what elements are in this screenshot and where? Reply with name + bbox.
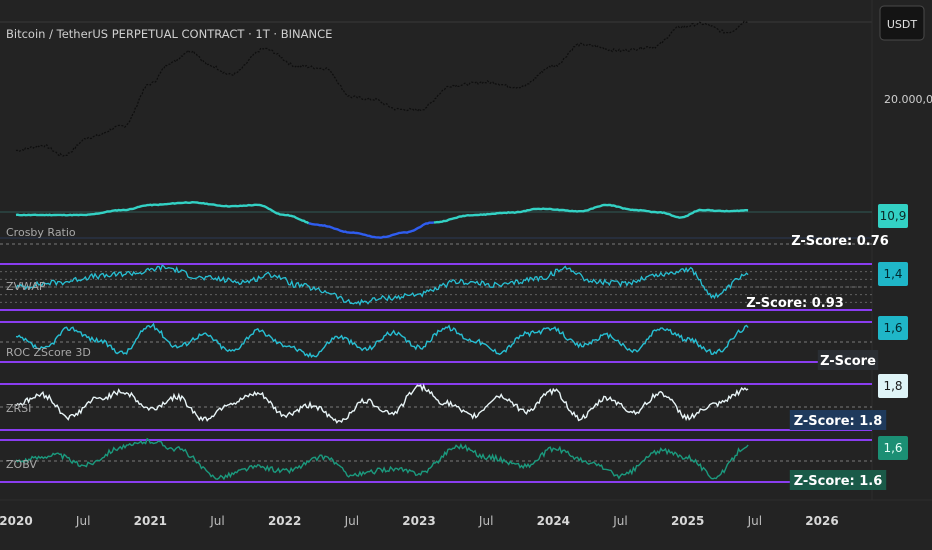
x-tick-label: 2020	[0, 514, 33, 528]
value-badge-bg	[878, 316, 908, 340]
value-badge: 1,6	[878, 316, 908, 340]
pane-label: ZVWAP	[6, 280, 46, 293]
zscore-annotation-text: Z-Score: 0.76	[791, 234, 889, 249]
pane-label: Crosby Ratio	[6, 226, 76, 239]
x-tick-label: 2022	[268, 514, 301, 528]
zscore-annotation: Z-Score: 0.76	[791, 234, 889, 249]
zscore-annotation-text: Z-Score	[820, 354, 876, 369]
price-series-line	[15, 20, 749, 157]
zscore-annotation-bg	[789, 470, 887, 490]
value-badge-bg	[878, 204, 908, 228]
value-badge: 1,8	[878, 374, 908, 398]
zscore-annotation-text: Z-Score: 1.6	[794, 474, 883, 489]
pane-label: ROC ZScore 3D	[6, 346, 91, 359]
zscore-annotation: Z-Score	[817, 350, 879, 370]
x-tick-label: Jul	[747, 514, 762, 528]
value-badge: 1,6	[878, 436, 908, 460]
zscore-annotation-text: Z-Score: 0.93	[746, 296, 844, 311]
value-badge: 1,4	[878, 262, 908, 286]
indicator-series-line	[15, 383, 749, 424]
x-tick-label: 2023	[402, 514, 435, 528]
crosby-ratio-line	[433, 203, 749, 224]
currency-label: USDT	[887, 18, 918, 31]
zscore-annotation: Z-Score: 1.6	[789, 470, 887, 490]
indicator-series-line	[15, 437, 749, 481]
value-badge-text: 1,8	[883, 379, 902, 393]
zscore-annotation-bg	[789, 410, 887, 430]
indicator-series-line	[15, 322, 749, 358]
x-tick-label: Jul	[209, 514, 224, 528]
price-pane	[15, 20, 749, 157]
crosby-ratio-line	[15, 200, 310, 225]
x-tick-label: Jul	[612, 514, 627, 528]
pane-label: ZOBV	[6, 458, 37, 471]
x-tick-label: 2025	[671, 514, 704, 528]
value-badge-text: 10,9	[880, 209, 907, 223]
pane-2: ZVWAP 1,4 Z-Score: 0.93	[0, 262, 908, 311]
value-badge: 10,9	[878, 204, 908, 228]
currency-button[interactable]: USDT	[879, 5, 925, 41]
time-axis: 2020 Jul 2021 Jul 2022 Jul 2023 Jul 2024 Jul 2025 J…	[0, 514, 839, 528]
pane-label: ZRSI	[6, 402, 31, 415]
pane-3: ROC ZScore 3D 1,6 Z-Score	[0, 316, 908, 370]
chart-title: Bitcoin / TetherUS PERPETUAL CONTRACT · …	[6, 27, 332, 41]
crosby-ratio-line	[308, 221, 435, 239]
x-tick-label: Jul	[478, 514, 493, 528]
x-tick-label: 2026	[805, 514, 838, 528]
indicator-panes: Crosby Ratio 10,9 Z-Score: 0.76 ZVWAP 1,4 Z-S…	[0, 200, 908, 490]
x-tick-label: 2024	[537, 514, 570, 528]
indicator-series-line	[15, 264, 749, 307]
value-badge-text: 1,6	[883, 441, 902, 455]
pane-1: Crosby Ratio 10,9 Z-Score: 0.76	[0, 200, 908, 249]
price-axis-tick: 20.000,0	[884, 93, 932, 106]
zscore-annotation: Z-Score: 1.8	[789, 410, 887, 430]
zscore-annotation: Z-Score: 0.93	[746, 296, 844, 311]
value-badge-bg	[878, 262, 908, 286]
pane-5: ZOBV 1,6 Z-Score: 1.6	[0, 436, 908, 490]
pane-4: ZRSI 1,8 Z-Score: 1.8	[0, 374, 908, 431]
value-badge-text: 1,4	[883, 267, 902, 281]
zscore-annotation-text: Z-Score: 1.8	[794, 414, 883, 429]
x-tick-label: 2021	[134, 514, 167, 528]
value-badge-bg	[878, 374, 908, 398]
value-badge-text: 1,6	[883, 321, 902, 335]
value-badge-bg	[878, 436, 908, 460]
zscore-annotation-bg	[817, 350, 879, 370]
x-tick-label: Jul	[344, 514, 359, 528]
x-tick-label: Jul	[75, 514, 90, 528]
